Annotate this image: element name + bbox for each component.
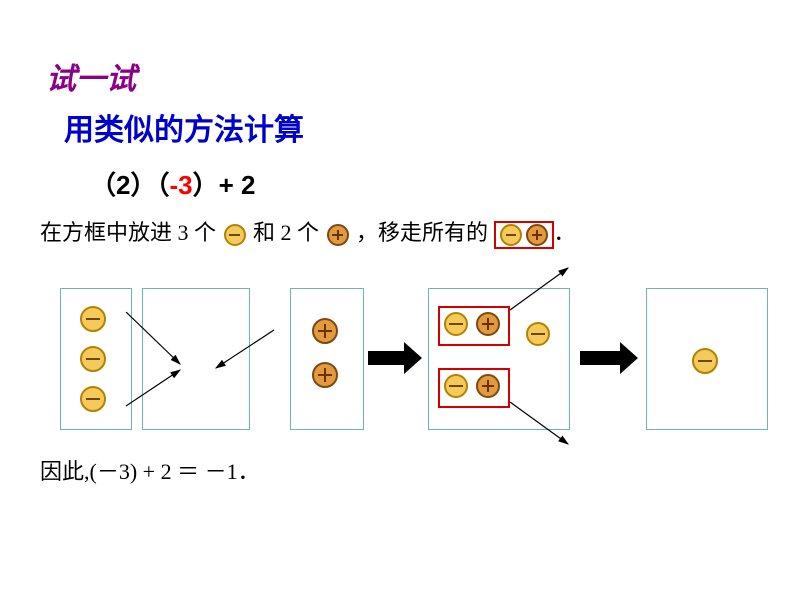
- minus-icon: [80, 306, 106, 332]
- title2-text: 用类似的方法计算: [64, 114, 304, 147]
- thick-arrow-icon: [368, 342, 422, 374]
- inst-t2: 和 2 个: [253, 220, 319, 245]
- plus-icon: [312, 362, 338, 388]
- plus-icon: [476, 312, 500, 336]
- remove-arrow-icon: [510, 402, 568, 444]
- conc-t1: 因此,: [40, 459, 90, 484]
- plus-icon: [327, 224, 349, 246]
- conc-t2: (－3) + 2 ＝ －1: [90, 459, 238, 484]
- thin-arrow-icon: [126, 370, 180, 406]
- conc-t3: ．: [238, 459, 260, 484]
- problem-expression: （2）（-3）+ 2: [90, 165, 255, 202]
- thin-arrow-icon: [126, 312, 180, 364]
- problem-suffix: ）+ 2: [193, 170, 256, 200]
- minus-icon: [444, 374, 468, 398]
- inst-t4: ．: [554, 220, 576, 245]
- problem-prefix: （2）（: [90, 170, 169, 200]
- inst-t3: ，移走所有的: [356, 220, 488, 245]
- arrows-layer: [30, 278, 770, 438]
- plus-icon: [312, 318, 338, 344]
- conclusion-line: 因此,(－3) + 2 ＝ －1．: [40, 454, 260, 486]
- minus-icon: [80, 346, 106, 372]
- pair-icon: [494, 221, 554, 249]
- minus-icon: [526, 322, 550, 346]
- method-subtitle: 用类似的方法计算: [64, 105, 304, 149]
- remove-arrow-icon: [510, 268, 568, 310]
- title1-text: 试一试: [46, 63, 136, 96]
- problem-neg: -3: [169, 170, 192, 200]
- plus-icon: [526, 224, 548, 246]
- thick-arrow-icon: [580, 342, 638, 374]
- plus-icon: [476, 374, 500, 398]
- minus-icon: [444, 312, 468, 336]
- try-it-title: 试一试: [46, 54, 136, 98]
- thin-arrow-icon: [216, 330, 274, 368]
- minus-icon: [224, 224, 246, 246]
- minus-icon: [500, 224, 522, 246]
- instruction-line: 在方框中放进 3 个 和 2 个 ，移走所有的 ．: [40, 215, 576, 249]
- minus-icon: [692, 348, 718, 374]
- inst-t1: 在方框中放进 3 个: [40, 220, 216, 245]
- minus-icon: [80, 386, 106, 412]
- token-diagram: [30, 278, 770, 438]
